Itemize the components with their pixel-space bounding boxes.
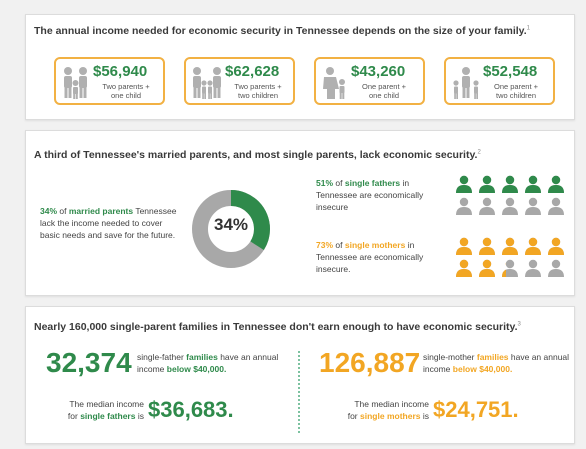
single-mother-person-icon <box>502 237 518 255</box>
single-father-person-icon <box>548 175 564 193</box>
single-mothers-pictogram <box>454 237 566 277</box>
single-fathers-stat: 51% of single fathers in Tennessee are e… <box>316 178 424 212</box>
income-amount: $43,260 <box>351 63 406 80</box>
income-card-two-parents-two-children: $62,628 Two parents + two children <box>184 57 295 105</box>
income-card-one-parent-two-children: $52,548 One parent + two children <box>444 57 555 105</box>
single-parent-income-panel: Nearly 160,000 single-parent families in… <box>25 306 575 444</box>
income-card-two-parents-one-child: $56,940 Two parents + one child <box>54 57 165 105</box>
single-mother-families-count: 126,887 <box>319 347 421 378</box>
section1-heading: The annual income needed for economic se… <box>34 25 530 37</box>
single-mother-person-icon <box>479 237 495 255</box>
single-father-families-count: 32,374 <box>46 347 132 378</box>
income-description: Two parents + one child <box>102 82 150 100</box>
section3-heading: Nearly 160,000 single-parent families in… <box>34 321 521 333</box>
single-mothers-stat: 73% of single mothers in Tennessee are e… <box>316 240 424 274</box>
family-one-parent-one-child-icon <box>323 67 345 99</box>
single-mother-person-icon <box>479 259 495 277</box>
mothers-median-value: $24,751. <box>433 397 519 422</box>
single-father-person-icon <box>479 197 495 215</box>
single-mother-person-icon <box>456 237 472 255</box>
single-father-person-icon <box>548 197 564 215</box>
single-mother-person-icon <box>456 259 472 277</box>
income-amount: $62,628 <box>225 63 280 80</box>
single-father-person-icon <box>525 175 541 193</box>
income-card-one-parent-one-child: $43,260 One parent + one child <box>314 57 425 105</box>
single-mother-person-icon <box>525 259 541 277</box>
single-father-person-icon <box>502 197 518 215</box>
donut-insecure-segment <box>192 190 270 268</box>
income-description: One parent + two children <box>494 82 538 100</box>
single-father-person-icon <box>502 175 518 193</box>
married-parents-stat: 34% of married parents Tennessee lack th… <box>40 206 177 240</box>
single-mother-families-description: single-mother families have an annual in… <box>423 352 570 374</box>
economic-insecurity-panel: A third of Tennessee's married parents, … <box>25 130 575 296</box>
section-divider <box>298 351 300 433</box>
single-mother-person-icon <box>525 237 541 255</box>
income-amount: $52,548 <box>483 63 538 80</box>
single-father-families-description: single-father families have an annual in… <box>137 352 279 374</box>
single-fathers-pictogram <box>454 175 566 215</box>
single-father-person-icon <box>479 175 495 193</box>
family-two-parents-two-children-icon <box>193 67 221 99</box>
single-mother-person-icon <box>548 237 564 255</box>
single-mother-person-icon <box>502 259 518 277</box>
fathers-median-value: $36,683. <box>148 397 234 422</box>
single-mother-person-icon <box>548 259 564 277</box>
single-father-person-icon <box>456 197 472 215</box>
donut-label: 34% <box>213 215 249 234</box>
single-father-person-icon <box>525 197 541 215</box>
family-one-parent-two-children-icon <box>453 67 479 99</box>
family-income-panel: The annual income needed for economic se… <box>25 14 575 120</box>
family-two-parents-one-child-icon <box>64 67 87 99</box>
income-amount: $56,940 <box>93 63 148 80</box>
married-parents-donut-chart <box>192 190 270 268</box>
income-description: One parent + one child <box>362 82 406 100</box>
single-father-person-icon <box>456 175 472 193</box>
mothers-median-label: The median income for single mothers is <box>347 399 429 421</box>
section2-heading: A third of Tennessee's married parents, … <box>34 149 481 161</box>
fathers-median-label: The median income for single fathers is <box>67 399 144 421</box>
income-description: Two parents + two children <box>234 82 282 100</box>
